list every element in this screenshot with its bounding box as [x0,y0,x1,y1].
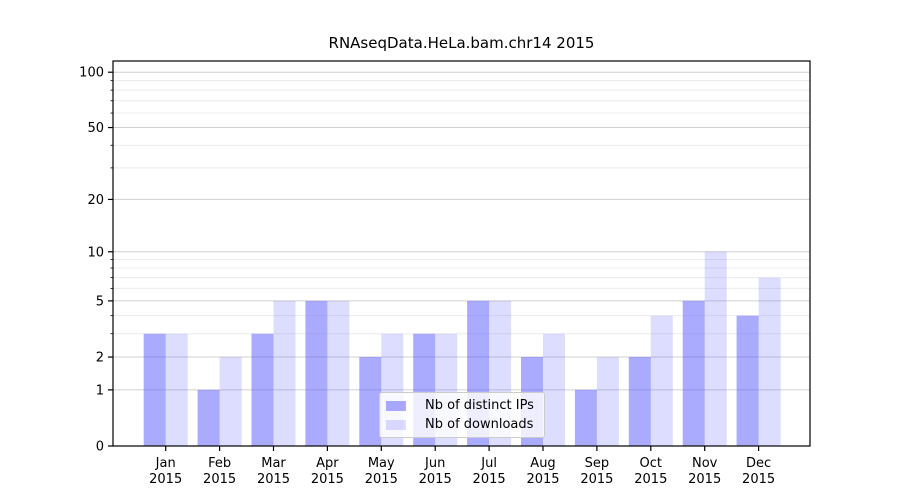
bar-distinct-ips-may [359,357,382,446]
x-tick-label-year: 2015 [580,472,613,487]
legend-label-distinct-ips: Nb of distinct IPs [425,398,534,413]
legend: Nb of distinct IPs Nb of downloads [379,392,545,438]
legend-item-downloads: Nb of downloads [386,417,536,432]
y-tick-label: 10 [87,245,104,260]
bar-downloads-nov [704,251,727,446]
bar-distinct-ips-oct [628,357,651,446]
x-tick-label-month: May [368,456,395,471]
bar-downloads-aug [543,333,565,446]
bar-distinct-ips-apr [305,300,328,446]
legend-swatch-distinct-ips [386,400,406,411]
plot-border [112,60,811,447]
x-tick-label-month: Dec [746,456,771,471]
x-tick-label-month: Jul [480,456,497,471]
x-tick-label-year: 2015 [149,472,182,487]
y-tick-label: 100 [79,66,104,81]
bar-distinct-ips-mar [251,333,274,446]
legend-swatch-downloads [386,419,406,430]
x-tick-label-year: 2015 [473,472,506,487]
x-tick-label-month: Nov [692,456,718,471]
x-tick-label-month: Oct [640,456,662,471]
y-tick-label: 50 [87,121,104,136]
bar-distinct-ips-sep [574,389,597,446]
y-tick-label: 0 [96,440,104,455]
y-tick-label: 1 [96,383,104,398]
x-tick-label-month: Jun [424,456,445,471]
x-tick-label-month: Apr [316,456,339,471]
x-tick-label-year: 2015 [203,472,236,487]
x-tick-label-year: 2015 [688,472,721,487]
x-tick-label-month: Mar [261,456,286,471]
x-tick-label-year: 2015 [742,472,775,487]
bar-downloads-feb [219,357,242,446]
chart-title: RNAseqData.HeLa.bam.chr14 2015 [328,34,595,52]
bar-downloads-sep [596,357,619,446]
y-tick-label: 5 [96,294,104,309]
x-tick-label-year: 2015 [419,472,452,487]
x-tick-label-month: Aug [530,456,555,471]
bar-downloads-jan [165,333,188,446]
x-tick-label-year: 2015 [311,472,344,487]
legend-item-distinct-ips: Nb of distinct IPs [386,398,536,413]
y-tick-label: 2 [96,351,104,366]
x-tick-label-year: 2015 [365,472,398,487]
x-tick-label-year: 2015 [257,472,290,487]
bar-distinct-ips-feb [197,389,220,446]
bar-downloads-dec [758,277,781,446]
bar-downloads-oct [650,315,673,446]
x-tick-label-month: Jan [155,456,176,471]
x-tick-label-month: Feb [208,456,231,471]
x-tick-label-year: 2015 [526,472,559,487]
bar-downloads-mar [273,300,296,446]
bar-downloads-apr [327,300,350,446]
bar-distinct-ips-dec [736,315,759,446]
x-tick-label-year: 2015 [634,472,667,487]
bar-distinct-ips-nov [682,300,705,446]
x-tick-label-month: Sep [585,456,610,471]
bar-distinct-ips-jan [143,333,166,446]
y-tick-label: 20 [87,193,104,208]
legend-label-downloads: Nb of downloads [425,417,534,432]
